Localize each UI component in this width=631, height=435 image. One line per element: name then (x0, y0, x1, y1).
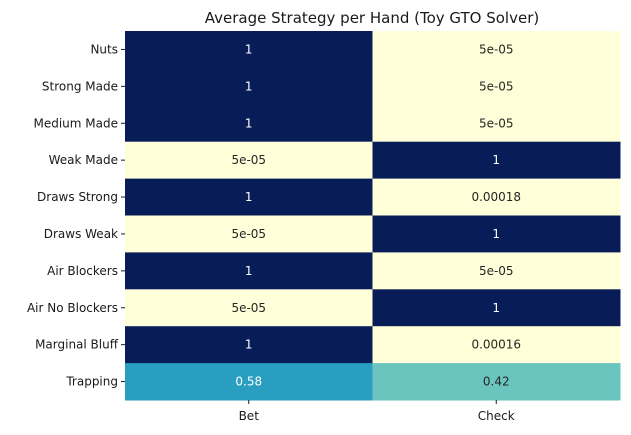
heatmap-cell (372, 215, 621, 253)
cell-annotation: 0.00016 (471, 338, 521, 352)
cell-annotation: 1 (245, 338, 253, 352)
heatmap-cell (372, 326, 621, 364)
cell-annotation: 1 (492, 153, 500, 167)
cell-annotation: 5e-05 (479, 42, 514, 56)
heatmap-cell (372, 31, 621, 69)
y-tick-label: Marginal Bluff (35, 338, 119, 352)
heatmap-cell (125, 326, 373, 364)
heatmap-cells: 1 5e-05 1 5e-05 1 5e-05 5e-05 1 1 0.00018 5e-05 1 1 5… (125, 31, 621, 401)
heatmap-cell (125, 141, 373, 180)
heatmap-cell (125, 215, 373, 253)
y-tick-label: Medium Made (33, 116, 118, 130)
heatmap-cell (372, 67, 621, 106)
cell-annotation: 5e-05 (231, 227, 266, 241)
cell-annotation: 1 (492, 301, 500, 315)
heatmap-cell (125, 104, 373, 143)
chart-title: Average Strategy per Hand (Toy GTO Solve… (205, 9, 539, 27)
x-tick-label: Bet (239, 409, 260, 423)
heatmap-cell (125, 31, 373, 69)
y-tick-label: Air No Blockers (27, 301, 118, 315)
y-tick-label: Air Blockers (47, 264, 118, 278)
y-tick-label: Weak Made (49, 153, 118, 167)
cell-annotation: 1 (245, 42, 253, 56)
cell-annotation: 0.42 (483, 375, 510, 389)
heatmap-cell (125, 178, 373, 216)
cell-annotation: 5e-05 (231, 153, 266, 167)
x-tick-label: Check (478, 409, 515, 423)
cell-annotation: 5e-05 (231, 301, 266, 315)
y-tick-label: Draws Weak (44, 227, 118, 241)
cell-annotation: 5e-05 (479, 116, 514, 130)
y-axis-ticks: Nuts Strong Made Medium Made Weak Made Draws… (27, 42, 125, 389)
y-tick-label: Nuts (90, 42, 118, 56)
heatmap-cell (372, 289, 621, 327)
cell-annotation: 1 (245, 264, 253, 278)
heatmap-cell (372, 363, 621, 401)
cell-annotation: 5e-05 (479, 79, 514, 93)
y-tick-label: Strong Made (42, 79, 118, 93)
cell-annotation: 1 (245, 79, 253, 93)
cell-annotation: 0.58 (235, 375, 262, 389)
cell-annotation: 5e-05 (479, 264, 514, 278)
cell-annotation: 1 (245, 116, 253, 130)
heatmap-cell (372, 104, 621, 143)
cell-annotation: 1 (245, 190, 253, 204)
cell-annotation: 0.00018 (471, 190, 521, 204)
heatmap-cell (372, 141, 621, 180)
heatmap-cell (125, 252, 373, 290)
heatmap-cell (125, 363, 373, 401)
cell-annotation: 1 (492, 227, 500, 241)
y-tick-label: Trapping (65, 375, 118, 389)
y-tick-label: Draws Strong (37, 190, 118, 204)
heatmap-cell (372, 252, 621, 290)
x-axis-ticks: Bet Check (239, 400, 515, 423)
heatmap-cell (372, 178, 621, 216)
heatmap-cell (125, 67, 373, 106)
heatmap-cell (125, 289, 373, 327)
